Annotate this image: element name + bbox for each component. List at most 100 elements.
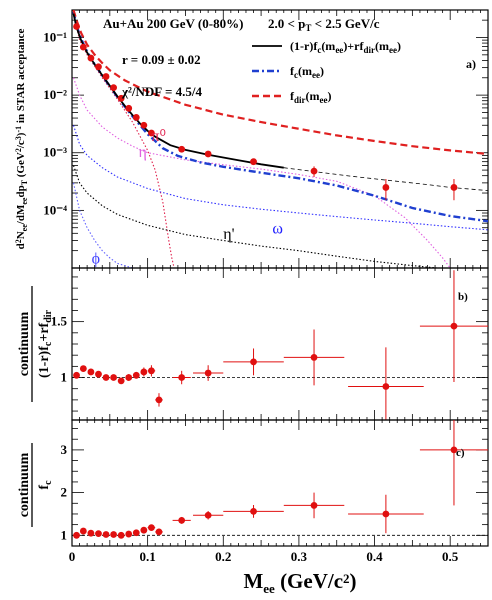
data-point <box>450 184 458 191</box>
points-group <box>73 420 488 539</box>
data-point <box>95 530 102 538</box>
data-point <box>73 531 80 539</box>
series-line <box>72 77 451 268</box>
data-point <box>79 43 87 51</box>
data-point <box>382 383 390 390</box>
x-axis-title-part: 2 <box>343 571 350 586</box>
y-axis-title-part: d <box>15 243 27 249</box>
legend-label-part: ) <box>397 39 401 53</box>
subtitle-sub: T <box>305 23 311 33</box>
subtitle-part: 2.0 < p <box>268 16 305 31</box>
data-point <box>155 528 163 536</box>
chart-subtitle: 2.0 < pT < 2.5 GeV/c <box>268 16 380 33</box>
data-point <box>382 184 390 191</box>
y-axis-title-part: -1 <box>14 126 23 133</box>
y-axis-title-part: N <box>15 231 27 239</box>
x-tick-label: 0.4 <box>366 549 383 564</box>
ratio-denominator-part: (1-r)f <box>37 346 52 378</box>
legend-label-part: dir <box>363 45 375 55</box>
legend-label-part: c <box>294 70 298 80</box>
data-point <box>102 73 110 80</box>
data-point <box>250 508 257 515</box>
legend-label-part: (1-r)f <box>290 39 318 53</box>
panel-label: b) <box>458 291 468 303</box>
legend-label-part: f <box>290 89 295 103</box>
data-point <box>117 94 125 102</box>
panel-a-spectrum: 10⁻⁴ 10⁻³ 10⁻² 10⁻¹ π⁰η ω η' ϕ Au+Au 200 GeV (0-… <box>14 9 489 269</box>
x-tick-label: 0.1 <box>140 549 156 564</box>
y-axis-title-part: /dM <box>15 204 27 225</box>
data-point <box>95 370 102 378</box>
x-tick-label: 0 <box>69 549 76 564</box>
y-tick-label: 10⁻¹ <box>43 29 67 44</box>
y-axis-title-part: 3 <box>14 136 23 140</box>
chart-title: Au+Au 200 GeV (0-80%) <box>103 16 243 31</box>
y-axis-title-part: /c <box>15 140 27 149</box>
x-axis-title: Mee (GeV/c2) <box>243 569 356 596</box>
data-point <box>155 396 163 404</box>
data-point <box>132 371 140 379</box>
y-axis-title: d2Nee/dMeedpT (GeV2/c3)-1 in STAR accept… <box>14 28 29 249</box>
data-point <box>73 23 80 30</box>
y-tick-label: 3 <box>61 442 68 457</box>
data-point <box>450 446 458 454</box>
data-point <box>132 114 140 121</box>
legend-label: fdir(mee) <box>290 89 332 105</box>
data-point <box>250 358 257 366</box>
x-axis-title-part: ee <box>263 581 275 596</box>
data-point <box>110 531 117 538</box>
panel-label: c) <box>456 447 465 459</box>
data-point <box>178 145 186 153</box>
series-line <box>72 10 488 156</box>
ratio-axis-title: continuum fc <box>17 443 54 527</box>
panel-b-ratio-combined: 1 1.5 b) continuum (1-r)fc+rfdir <box>17 267 489 421</box>
x-axis-title-part: (GeV/c <box>275 569 343 593</box>
ratio-numerator: continuum <box>17 452 32 517</box>
y-axis-title-part: 2 <box>14 239 23 243</box>
ratio-denominator-part: c <box>43 341 54 346</box>
data-point <box>125 374 133 381</box>
data-point <box>87 368 95 376</box>
data-point <box>140 526 148 534</box>
y-tick-label: 1.5 <box>51 314 68 329</box>
plot-frame <box>71 267 489 421</box>
ratio-denominator: fc <box>37 480 54 490</box>
ratio-denominator-part: f <box>37 485 52 490</box>
panel-c-ratio-cocktail: 1 2 3 0 0.1 0.2 0.3 0.4 0.5 c) continuum fc Mee (GeV… <box>17 419 489 596</box>
component-label: η <box>139 144 147 161</box>
y-axis-title-part: (GeV <box>15 152 27 180</box>
x-tick-label: 0.5 <box>442 549 459 564</box>
x-tick-label: 0.2 <box>215 549 231 564</box>
data-point <box>110 84 117 92</box>
legend-label-part: ee <box>312 70 320 80</box>
legend-label-part: ee <box>335 45 343 55</box>
fit-chi2: χ²/NDF = 4.5/4 <box>121 84 203 99</box>
panel-label: a) <box>466 57 476 71</box>
legend-label-part: (m <box>321 39 335 53</box>
ratio-denominator-part: c <box>43 480 54 485</box>
component-label: ϕ <box>92 250 100 267</box>
y-axis-title-part: in STAR acceptance <box>15 28 27 125</box>
series-line <box>72 182 133 268</box>
ratio-denominator: (1-r)fc+rfdir <box>37 309 54 378</box>
series-line <box>72 125 488 231</box>
y-tick-label: 2 <box>61 485 68 500</box>
data-point <box>95 63 102 71</box>
legend-label-part: (m <box>306 89 320 103</box>
y-tick-label: 10⁻³ <box>43 145 67 160</box>
data-point <box>125 104 133 112</box>
y-axis-title-part: T <box>20 179 29 185</box>
data-point <box>87 529 95 537</box>
y-axis-title-part: dp <box>15 185 27 197</box>
y-tick-label: 10⁻² <box>43 87 67 102</box>
data-point <box>110 374 117 381</box>
data-point <box>204 511 212 519</box>
component-label: ω <box>272 220 283 237</box>
legend-label: (1-r)fc(mee)+rfdir(mee) <box>290 39 401 55</box>
data-point <box>310 167 318 175</box>
legend-label: fc(mee) <box>290 64 324 80</box>
data-point <box>204 369 212 377</box>
y-tick-label: 1 <box>61 370 68 385</box>
ratio-axis-title: continuum (1-r)fc+rfdir <box>17 286 54 402</box>
